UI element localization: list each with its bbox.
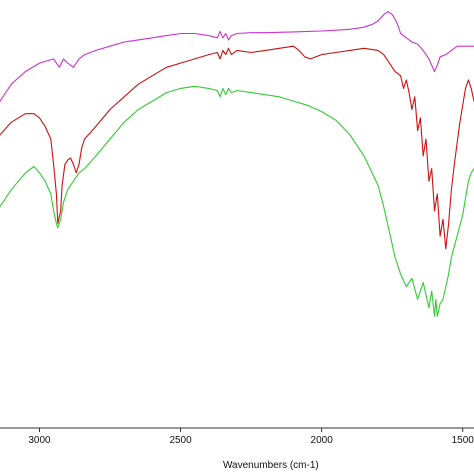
x-axis-title: Wavenumbers (cm-1) [223,460,319,471]
series-line-2 [0,45,474,250]
x-tick-label: 3000 [28,435,51,446]
x-tick-label: 1500 [452,435,474,446]
x-tick-label: 2000 [311,435,334,446]
series-line-3 [0,85,474,317]
series-line-1 [0,11,474,102]
x-axis-ticks: 3000 2500 2000 1500 [28,428,474,446]
x-tick-label: 2500 [169,435,192,446]
series-layer [0,11,474,317]
